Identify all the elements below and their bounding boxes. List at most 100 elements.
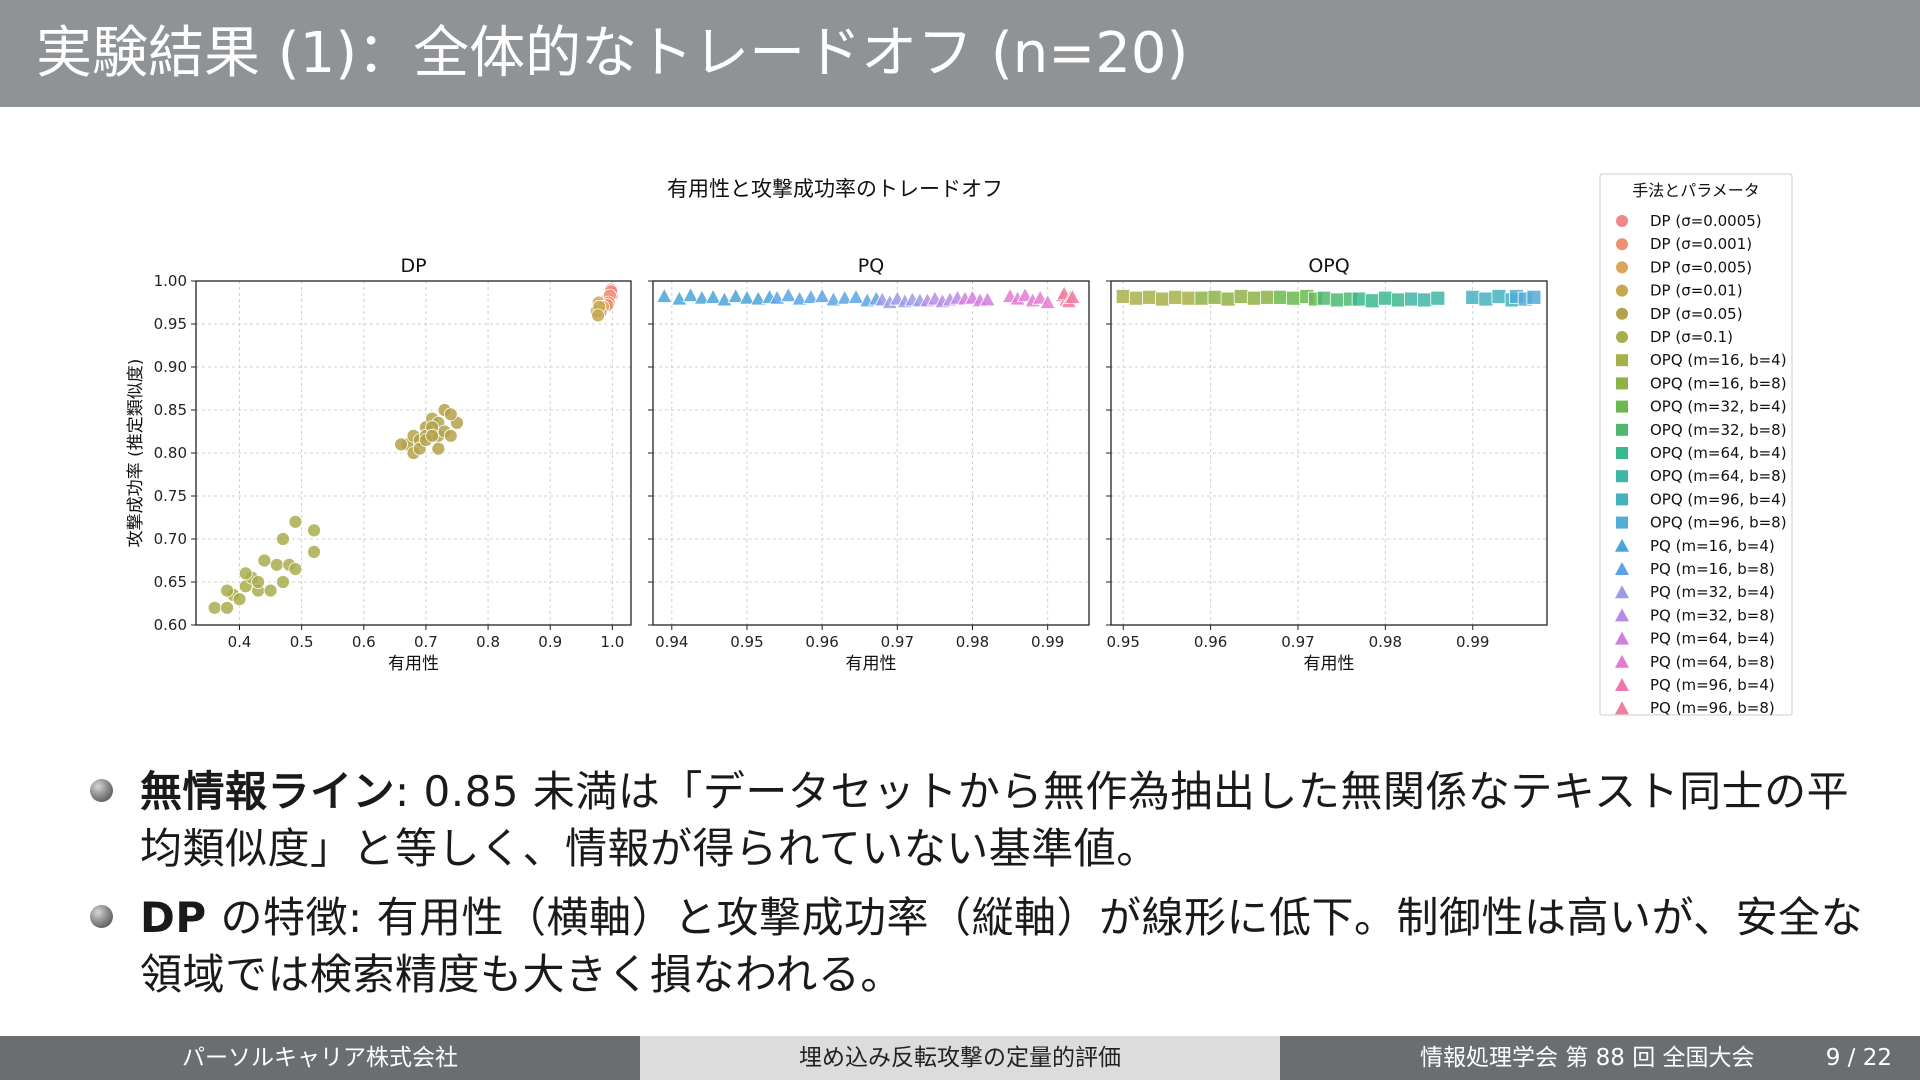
x-tick-label: 0.95 — [730, 633, 763, 651]
x-axis-label-pq: 有用性 — [846, 654, 897, 674]
x-tick-label: 0.95 — [1107, 633, 1140, 651]
x-tick-label: 0.99 — [1456, 633, 1489, 651]
x-tick-label: 0.96 — [805, 633, 838, 651]
footer-talk-title: 埋め込み反転攻撃の定量的評価 — [640, 1036, 1280, 1080]
legend-marker — [1616, 493, 1628, 506]
y-tick-label: 0.90 — [154, 358, 187, 376]
legend-label: DP (σ=0.01) — [1650, 282, 1743, 300]
data-point-opq — [1194, 290, 1210, 306]
data-point-dp — [425, 428, 440, 443]
legend-marker — [1616, 354, 1628, 367]
x-tick-label: 0.96 — [1194, 633, 1227, 651]
data-point-opq — [1273, 289, 1288, 305]
data-point-pq — [1039, 293, 1056, 309]
data-point-opq — [1391, 292, 1406, 308]
data-point-opq — [1465, 289, 1481, 305]
x-tick-label: 0.8 — [476, 633, 500, 651]
legend-label: PQ (m=32, b=4) — [1650, 583, 1775, 601]
legend-marker — [1616, 307, 1628, 320]
x-tick-label: 0.98 — [1369, 633, 1402, 651]
data-point-opq — [1142, 289, 1157, 305]
x-tick-label: 0.97 — [881, 633, 914, 651]
legend-marker — [1615, 631, 1629, 645]
data-point-opq — [1329, 292, 1345, 308]
data-point-pq — [768, 289, 786, 305]
bullet-item-dp-feature: DP の特徴: 有用性（横軸）と攻撃成功率（縦軸）が線形に低下。制御性は高いが、… — [90, 889, 1890, 1003]
legend-label: PQ (m=16, b=4) — [1650, 537, 1775, 555]
legend-marker — [1615, 701, 1629, 715]
data-point-opq — [1404, 291, 1419, 307]
data-point-dp — [591, 308, 605, 323]
data-point-pq — [682, 286, 699, 303]
data-point-pq — [802, 288, 820, 304]
legend-label: PQ (m=96, b=8) — [1650, 699, 1775, 717]
legend-marker — [1615, 608, 1629, 622]
data-point-opq — [1316, 290, 1332, 306]
legend-label: OPQ (m=64, b=8) — [1650, 467, 1787, 485]
panel-title-opq: OPQ — [1308, 255, 1349, 277]
y-tick-label: 0.70 — [154, 530, 187, 548]
data-point-opq — [1128, 290, 1144, 306]
legend-marker — [1616, 331, 1628, 343]
legend-marker — [1616, 215, 1628, 227]
data-point-dp — [307, 523, 321, 538]
legend-label: DP (σ=0.0005) — [1650, 212, 1762, 230]
data-point-dp — [207, 600, 222, 615]
slide-title: 実験結果 (1)：全体的なトレードオフ (n=20) — [36, 21, 1189, 86]
y-tick-label: 0.80 — [154, 444, 187, 462]
x-tick-label: 0.9 — [538, 633, 562, 651]
x-tick-label: 0.97 — [1281, 633, 1314, 651]
legend-marker — [1616, 261, 1628, 274]
x-tick-label: 0.4 — [228, 633, 252, 651]
data-point-dp — [263, 583, 278, 598]
y-tick-label: 0.65 — [154, 573, 187, 591]
legend-label: DP (σ=0.001) — [1650, 235, 1752, 253]
legend-marker — [1616, 423, 1628, 436]
data-point-opq — [1246, 290, 1262, 306]
data-point-opq — [1115, 289, 1131, 304]
y-tick-label: 1.00 — [154, 272, 187, 290]
data-point-opq — [1364, 293, 1380, 309]
legend-marker — [1615, 654, 1629, 668]
x-axis-label-opq: 有用性 — [1304, 654, 1355, 674]
data-point-pq — [780, 286, 797, 303]
data-point-opq — [1417, 292, 1433, 308]
legend-label: OPQ (m=96, b=4) — [1650, 490, 1787, 508]
data-point-pq — [693, 289, 711, 305]
data-point-pq — [813, 287, 831, 303]
bullet-text: : 0.85 未満は「データセットから無作為抽出した無関係なテキスト同士の平均類… — [140, 767, 1850, 873]
footer-organization: パーソルキャリア株式会社 — [0, 1036, 640, 1080]
legend-marker — [1615, 678, 1629, 691]
data-point-opq — [1478, 291, 1494, 307]
legend-marker — [1616, 377, 1628, 390]
y-tick-label: 0.60 — [154, 616, 187, 634]
data-point-dp — [276, 575, 290, 589]
data-point-opq — [1377, 290, 1393, 306]
legend-label: PQ (m=16, b=8) — [1650, 560, 1775, 578]
y-tick-label: 0.75 — [154, 487, 187, 505]
chart-area: 有用性と攻撃成功率のトレードオフ 攻撃成功率 (推定類似度) DP 0.4 0.5 0.6… — [0, 160, 1920, 730]
footer-conference-block: 情報処理学会 第 88 回 全国大会 9 / 22 — [1280, 1036, 1920, 1080]
data-point-opq — [1168, 289, 1184, 305]
data-point-pq — [979, 291, 996, 307]
data-point-dp — [443, 428, 458, 443]
legend-marker — [1615, 562, 1629, 575]
bullet-label: DP — [140, 893, 207, 942]
panel-title-pq: PQ — [858, 255, 884, 277]
data-point-dp — [307, 544, 321, 559]
data-point-dp — [220, 600, 234, 615]
data-point-opq — [1181, 290, 1197, 306]
legend-box — [1599, 173, 1793, 716]
legend-marker — [1616, 238, 1628, 251]
data-point-opq — [1233, 289, 1249, 304]
data-point-dp — [443, 407, 458, 422]
data-point-dp — [269, 557, 284, 572]
legend-marker — [1615, 538, 1629, 552]
data-point-pq — [727, 287, 744, 303]
data-point-pq — [1064, 288, 1081, 304]
data-point-opq — [1430, 290, 1446, 306]
legend-label: PQ (m=96, b=4) — [1650, 676, 1775, 694]
x-tick-label: 0.6 — [352, 633, 376, 651]
legend-label: DP (σ=0.005) — [1650, 258, 1752, 276]
legend-marker — [1616, 516, 1628, 529]
